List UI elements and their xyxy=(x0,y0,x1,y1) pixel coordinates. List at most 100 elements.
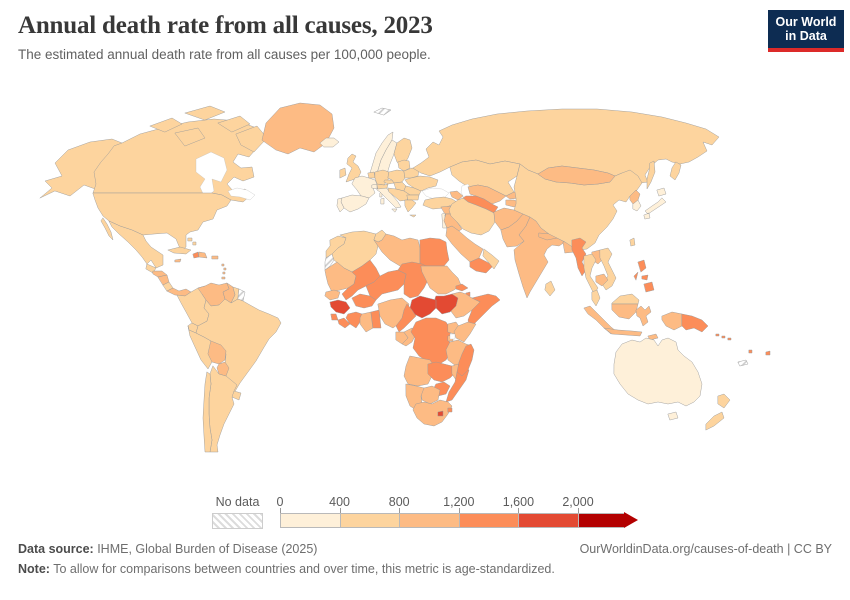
country-new-zealand-north[interactable] xyxy=(717,393,731,409)
country-new-zealand-south[interactable] xyxy=(705,411,725,431)
country-indonesia-papua[interactable] xyxy=(661,311,683,331)
country-jamaica[interactable] xyxy=(174,258,182,263)
country-cameroon[interactable] xyxy=(395,303,417,333)
country-svalbard[interactable] xyxy=(373,107,392,116)
country-baltics[interactable] xyxy=(397,159,411,172)
country-eswatini[interactable] xyxy=(447,407,453,413)
country-ukraine[interactable] xyxy=(404,175,439,192)
country-tasmania[interactable] xyxy=(667,411,679,421)
country-philippines[interactable] xyxy=(633,259,655,293)
country-greece[interactable] xyxy=(404,199,417,218)
country-spain[interactable] xyxy=(340,194,370,213)
country-togo-benin[interactable] xyxy=(370,309,382,329)
country-dr-congo[interactable] xyxy=(410,317,453,366)
country-papua-new-guinea[interactable] xyxy=(681,313,709,333)
country-italy[interactable] xyxy=(376,185,402,209)
country-niger[interactable] xyxy=(365,269,407,301)
country-bolivia[interactable] xyxy=(207,340,227,365)
country-mongolia[interactable] xyxy=(537,165,616,186)
country-yemen[interactable] xyxy=(469,257,494,274)
country-liberia[interactable] xyxy=(337,317,351,329)
country-cambodia[interactable] xyxy=(595,273,609,287)
world-choropleth-map[interactable] xyxy=(0,88,850,488)
country-austria[interactable] xyxy=(376,183,389,190)
country-mexico[interactable] xyxy=(108,220,164,269)
country-iran[interactable] xyxy=(448,197,496,236)
country-switzerland[interactable] xyxy=(371,183,378,190)
owid-link[interactable]: OurWorldinData.org/causes-of-death | CC … xyxy=(579,542,832,556)
country-portugal[interactable] xyxy=(336,197,345,213)
country-czechia[interactable] xyxy=(383,179,395,185)
legend-band-3[interactable] xyxy=(399,513,459,528)
country-australia[interactable] xyxy=(613,337,703,407)
country-eritrea[interactable] xyxy=(455,283,469,292)
country-mali[interactable] xyxy=(341,259,381,301)
country-lesser-antilles[interactable] xyxy=(221,263,227,275)
country-sudan[interactable] xyxy=(420,265,462,295)
country-canada-island[interactable] xyxy=(184,105,226,121)
country-fiji[interactable] xyxy=(765,350,771,356)
country-canada-island[interactable] xyxy=(149,117,183,133)
country-south-africa[interactable] xyxy=(412,399,453,427)
country-thailand[interactable] xyxy=(583,253,599,295)
country-belarus[interactable] xyxy=(403,167,420,179)
country-sierra-leone[interactable] xyxy=(330,313,339,321)
country-france[interactable] xyxy=(351,175,378,199)
country-haiti[interactable] xyxy=(192,251,200,259)
country-guinea[interactable] xyxy=(329,299,351,315)
country-indonesia-kalimantan[interactable] xyxy=(611,303,639,320)
country-trinidad-and-tobago[interactable] xyxy=(221,276,226,280)
country-dominican-republic[interactable] xyxy=(198,251,208,259)
country-russia-kamchatka[interactable] xyxy=(669,161,682,181)
owid-logo[interactable]: Our World in Data xyxy=(768,10,844,52)
country-new-caledonia[interactable] xyxy=(737,359,749,367)
country-malaysia-borneo[interactable] xyxy=(611,293,640,305)
country-oman[interactable] xyxy=(482,248,500,270)
country-madagascar[interactable] xyxy=(456,343,475,377)
country-ghana[interactable] xyxy=(359,311,374,333)
country-caucasus[interactable] xyxy=(449,190,464,201)
country-canada-island[interactable] xyxy=(174,127,206,147)
country-cote-divoire[interactable] xyxy=(345,311,363,329)
country-ireland[interactable] xyxy=(339,167,347,179)
legend-band-1[interactable] xyxy=(280,513,340,528)
country-bulgaria[interactable] xyxy=(406,194,420,201)
country-indonesia-java[interactable] xyxy=(603,327,643,337)
country-angola[interactable] xyxy=(403,355,435,387)
country-malaysia-peninsula[interactable] xyxy=(591,289,601,307)
country-puerto-rico[interactable] xyxy=(211,255,219,260)
country-sri-lanka[interactable] xyxy=(544,280,556,297)
country-saudi-arabia[interactable] xyxy=(445,225,484,263)
country-taiwan[interactable] xyxy=(629,237,636,247)
country-south-korea[interactable] xyxy=(632,199,642,212)
legend-band-2[interactable] xyxy=(339,513,400,528)
country-finland[interactable] xyxy=(393,137,413,167)
country-somalia[interactable] xyxy=(467,293,501,329)
legend-band-6[interactable] xyxy=(577,513,624,528)
country-vanuatu[interactable] xyxy=(748,349,753,354)
country-lesotho[interactable] xyxy=(437,410,444,417)
country-canada-island[interactable] xyxy=(217,115,251,133)
legend-band-4[interactable] xyxy=(458,513,519,528)
country-greenland[interactable] xyxy=(261,102,335,155)
country-united-states[interactable] xyxy=(92,192,232,252)
legend-band-5[interactable] xyxy=(518,513,578,528)
country-panama[interactable] xyxy=(166,287,192,297)
country-cuba[interactable] xyxy=(167,246,192,255)
country-norway[interactable] xyxy=(369,131,394,176)
legend-color-bar[interactable] xyxy=(280,512,638,528)
no-data-swatch[interactable] xyxy=(212,513,263,529)
country-canada-baffin[interactable] xyxy=(235,125,268,153)
country-indonesia-sulawesi[interactable] xyxy=(635,305,652,327)
country-chile[interactable] xyxy=(202,371,213,453)
country-iceland[interactable] xyxy=(319,137,340,148)
country-senegal[interactable] xyxy=(324,289,341,301)
country-turkey[interactable] xyxy=(422,196,458,210)
country-kenya[interactable] xyxy=(453,321,477,343)
country-russia-sakhalin[interactable] xyxy=(646,160,656,190)
country-vietnam[interactable] xyxy=(599,247,617,291)
country-solomon-islands[interactable] xyxy=(715,333,732,341)
country-sicily[interactable] xyxy=(380,197,398,213)
country-mexico-baja[interactable] xyxy=(100,217,114,241)
country-burkina-faso[interactable] xyxy=(351,293,377,309)
